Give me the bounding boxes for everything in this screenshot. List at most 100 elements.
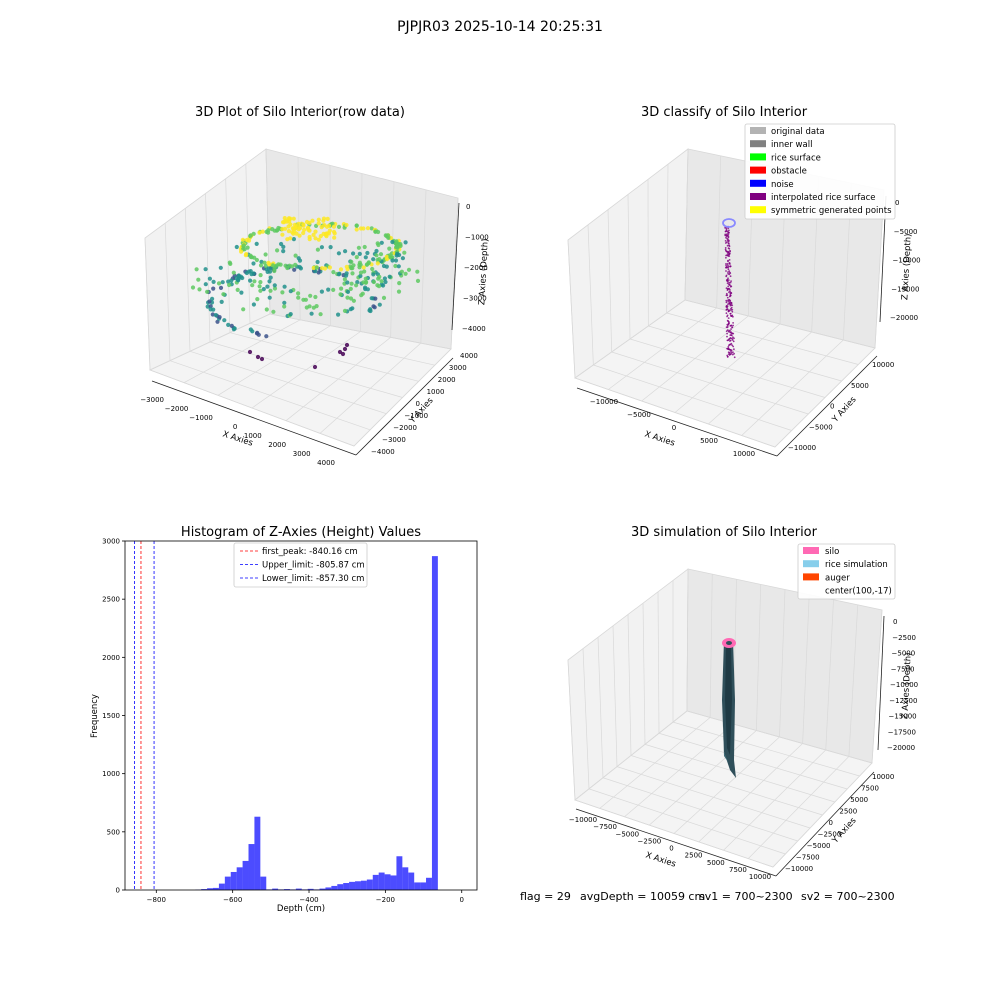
raw-point: [348, 307, 353, 312]
histogram-panel: Histogram of Z-Axies (Height) Values −80…: [90, 525, 478, 914]
raw-point: [332, 235, 337, 240]
raw-point: [395, 245, 400, 250]
classify-point: [726, 282, 729, 285]
histogram-legend-label: first_peak: -840.16 cm: [262, 547, 358, 557]
raw-point: [368, 308, 373, 314]
classify-point: [727, 231, 730, 234]
classify-z-tick: −15000: [891, 285, 919, 293]
raw-point: [369, 226, 374, 231]
raw-point: [337, 349, 343, 355]
raw-point: [205, 289, 210, 294]
simulation-legend-swatch: [803, 573, 819, 581]
raw-point: [263, 252, 268, 257]
raw-point: [264, 307, 269, 312]
classify-point: [730, 307, 732, 310]
classify-point: [728, 354, 731, 356]
classify-point: [725, 249, 727, 252]
raw-y-tick: 0: [416, 400, 420, 408]
raw-point: [291, 216, 296, 221]
classify-point: [733, 337, 735, 340]
classify-point: [728, 281, 731, 284]
classify-point: [725, 299, 728, 302]
raw-point: [356, 245, 361, 250]
histogram-ticks: −800 −600 −400 −200 0 0 500 1000 1500 2000 2500 300…: [102, 538, 464, 905]
raw-scatter-axes-box: [144, 148, 460, 456]
raw-point: [286, 229, 291, 234]
raw-point: [218, 285, 224, 290]
raw-point: [316, 221, 321, 226]
raw-point: [365, 226, 371, 231]
classify-point: [728, 344, 730, 347]
raw-point: [291, 237, 296, 242]
raw-point: [336, 272, 341, 277]
raw-x-tick: 0: [233, 423, 237, 431]
raw-point: [415, 278, 421, 283]
raw-point: [285, 265, 290, 271]
raw-point: [227, 282, 232, 288]
classify-point: [727, 346, 730, 348]
raw-point: [415, 269, 420, 274]
histogram-threshold-lines: [134, 541, 155, 890]
simulation-legend: silo rice simulation auger center(100,-17): [797, 543, 896, 600]
raw-point: [325, 216, 330, 221]
raw-point: [236, 273, 241, 278]
raw-point: [266, 230, 271, 235]
raw-point: [336, 312, 341, 317]
raw-point: [266, 266, 271, 271]
raw-point: [248, 278, 253, 283]
histogram-xtick: −400: [299, 896, 318, 904]
raw-point: [383, 279, 388, 285]
simulation-x-tick: 2500: [685, 852, 703, 860]
raw-point: [384, 257, 390, 262]
raw-point: [309, 311, 314, 316]
classify-point: [731, 339, 734, 341]
raw-point: [393, 258, 399, 263]
raw-point: [345, 289, 351, 294]
classify-y-tick: −10000: [788, 444, 816, 452]
classify-point: [727, 255, 730, 257]
raw-point: [314, 265, 319, 270]
classify-point: [733, 352, 735, 355]
raw-point: [344, 264, 349, 269]
simulation-legend-label: silo: [825, 547, 839, 557]
raw-point: [262, 260, 267, 265]
raw-point: [316, 270, 321, 275]
histogram-bar: [420, 882, 427, 890]
simulation-x-tick: −7500: [593, 823, 617, 831]
raw-point: [331, 229, 337, 234]
classify-top-ring: [722, 218, 736, 228]
raw-point: [336, 224, 342, 229]
histogram-bar: [284, 889, 290, 890]
raw-point: [351, 263, 356, 268]
footer-sv1: sv1 = 700~2300: [699, 890, 793, 903]
classify-z-tick: −20000: [890, 314, 918, 322]
raw-point: [252, 279, 257, 284]
simulation-z-tick: −12500: [889, 697, 917, 705]
raw-point: [227, 260, 232, 265]
raw-z-tick: −4000: [462, 325, 486, 333]
classify-point: [728, 244, 730, 247]
classify-point: [730, 285, 733, 288]
raw-point: [339, 286, 344, 291]
classify-point: [732, 340, 735, 343]
raw-point: [396, 264, 401, 269]
raw-point: [388, 255, 393, 260]
raw-point: [351, 251, 356, 256]
histogram-bar: [236, 867, 243, 890]
raw-point: [312, 364, 318, 370]
raw-point: [211, 279, 216, 284]
classify-point: [729, 337, 732, 339]
raw-x-tick: 1000: [244, 432, 262, 440]
classify-point: [726, 305, 729, 308]
raw-point: [216, 281, 222, 286]
raw-point: [316, 237, 321, 242]
histogram-bar: [396, 856, 403, 890]
classify-legend-label: original data: [771, 127, 825, 137]
classify-point: [727, 259, 729, 262]
raw-point: [315, 247, 320, 252]
classify-legend-swatch: [750, 127, 766, 134]
simulation-z-tick: −10000: [890, 681, 918, 689]
raw-x-tick: −2000: [165, 405, 189, 413]
classify-point: [728, 270, 731, 273]
histogram-bar: [402, 867, 409, 890]
